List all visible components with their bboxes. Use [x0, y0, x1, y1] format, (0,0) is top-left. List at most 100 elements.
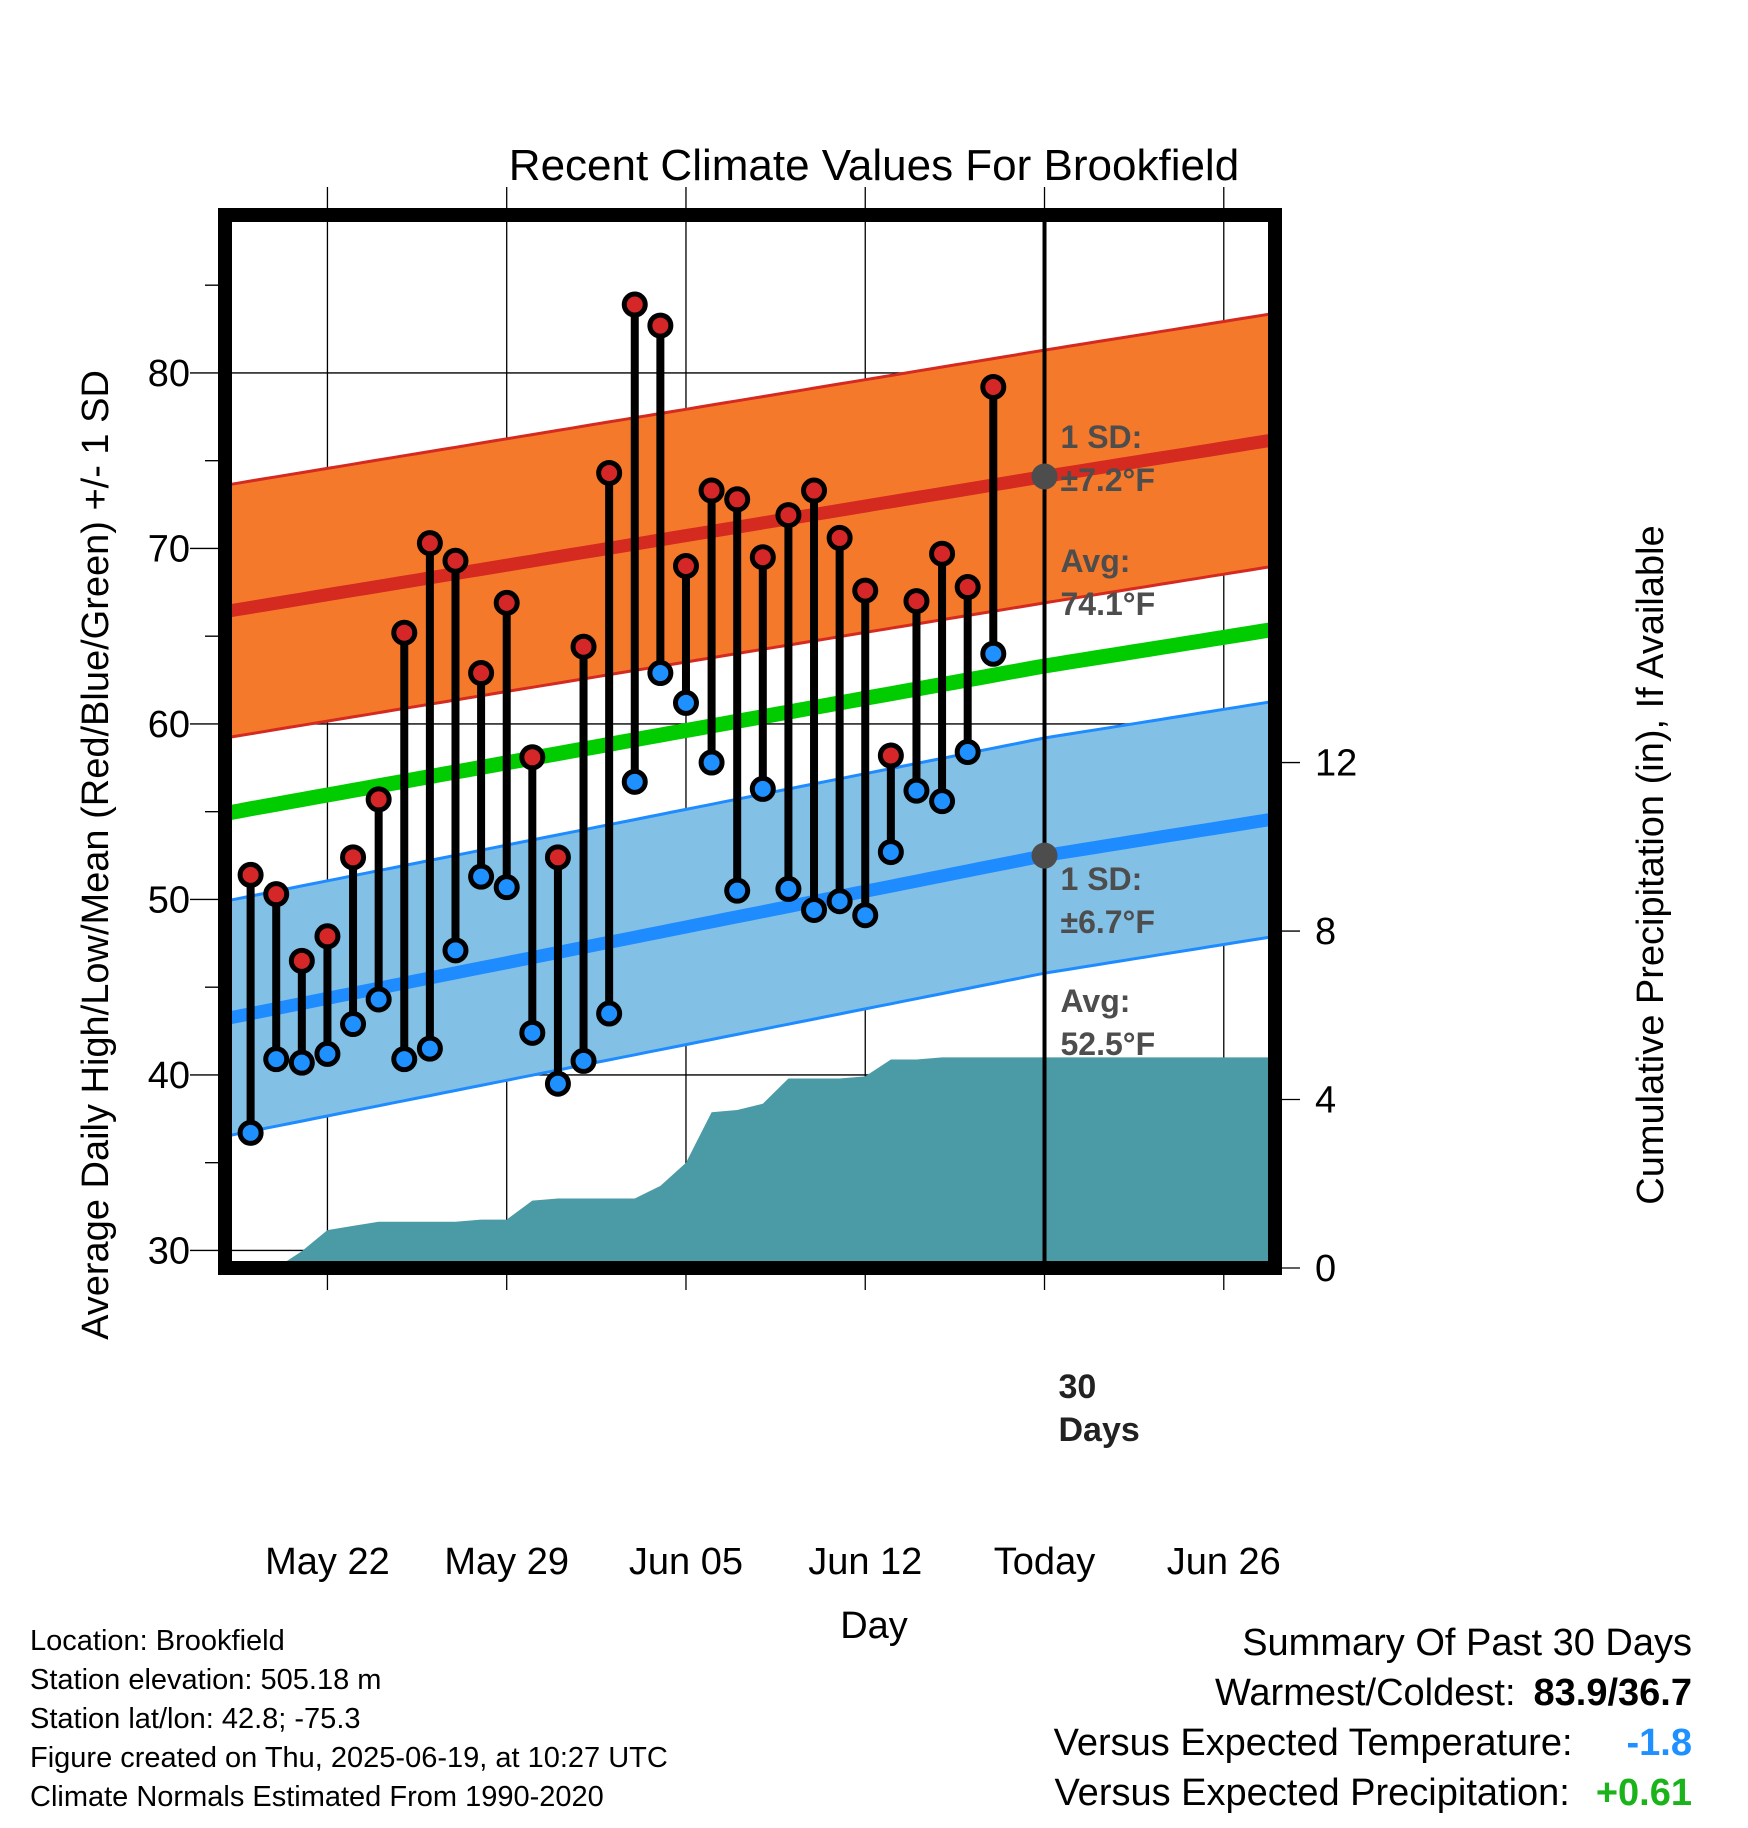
summary-precip-row: Versus Expected Precipitation: +0.61: [1054, 1768, 1692, 1818]
normal-lines: [223, 433, 1277, 1026]
low-point: [442, 937, 469, 964]
low-point: [775, 875, 802, 902]
summary-heading: Summary Of Past 30 Days: [1242, 1622, 1692, 1664]
low-point: [263, 1046, 290, 1073]
low-point: [980, 640, 1007, 667]
low-point: [877, 839, 904, 866]
low-point: [672, 689, 699, 716]
low-sd-label: 1 SD:: [1061, 861, 1143, 897]
low-point: [826, 888, 853, 915]
high-point: [980, 373, 1007, 400]
low-point: [416, 1035, 443, 1062]
low-point: [493, 874, 520, 901]
high-point: [493, 589, 520, 616]
axis-ticks: 30 40 50 60 70 80 0 4 8 12 May 22 May 29 Jun 05 Jun 1…: [148, 284, 1357, 1583]
high-avg-today-marker: [1031, 463, 1058, 490]
low-point: [621, 768, 648, 795]
high-point: [826, 524, 853, 551]
y2-axis-title: Cumulative Precipitation (in), If Availa…: [1630, 525, 1672, 1204]
x-tick-label: May 22: [265, 1541, 390, 1583]
low-point: [468, 863, 495, 890]
location-text: Location: Brookfield: [30, 1625, 285, 1657]
low-sd-value: ±6.7°F: [1061, 904, 1155, 940]
high-point: [365, 786, 392, 813]
low-point: [852, 902, 879, 929]
summary-warm-cold-row: Warmest/Coldest: 83.9/36.7: [1054, 1668, 1692, 1718]
normals-text: Climate Normals Estimated From 1990-2020: [30, 1781, 604, 1813]
low-avg-value: 52.5°F: [1061, 1026, 1156, 1062]
high-point: [263, 881, 290, 908]
high-point: [442, 547, 469, 574]
y-tick-label: 60: [148, 704, 190, 746]
high-point: [468, 660, 495, 687]
high-point: [647, 312, 674, 339]
precip-diff-value: +0.61: [1595, 1772, 1692, 1814]
low-band-upper-edge: [224, 699, 1276, 903]
low-point: [647, 660, 674, 687]
y2-tick-label: 12: [1315, 743, 1357, 785]
low-point: [237, 1119, 264, 1146]
low-point: [391, 1046, 418, 1073]
y-tick-label: 80: [148, 353, 190, 395]
plot-frame: [218, 208, 1282, 1275]
low-point: [596, 1000, 623, 1027]
low-point: [954, 739, 981, 766]
y-tick-label: 30: [148, 1230, 190, 1272]
precip-area: [276, 1057, 1275, 1268]
high-band-lower-edge: [224, 564, 1276, 740]
chart-title: Recent Climate Values For Brookfield: [509, 141, 1239, 190]
high-sd-label: 1 SD:: [1061, 419, 1143, 455]
y-tick-label: 70: [148, 528, 190, 570]
low-avg-line: [223, 812, 1277, 1026]
low-avg-today-marker: [1031, 842, 1058, 869]
precip-diff-label: Versus Expected Precipitation:: [1054, 1772, 1570, 1814]
high-sd-value: ±7.2°F: [1061, 462, 1155, 498]
mean-avg-line: [223, 621, 1277, 821]
high-point: [801, 477, 828, 504]
days-number: 30: [1059, 1368, 1097, 1406]
high-point: [698, 477, 725, 504]
y-tick-label: 40: [148, 1055, 190, 1097]
y-tick-label: 50: [148, 879, 190, 921]
high-avg-value: 74.1°F: [1061, 586, 1156, 622]
high-point: [416, 530, 443, 557]
high-point: [288, 947, 315, 974]
high-band-upper-edge: [224, 311, 1276, 487]
high-point: [852, 577, 879, 604]
created-text: Figure created on Thu, 2025-06-19, at 10…: [30, 1742, 668, 1774]
plot-border: [218, 208, 1282, 1275]
observations: [237, 291, 1007, 1146]
x-tick-label: Today: [994, 1541, 1095, 1583]
summary-panel: Summary Of Past 30 Days Warmest/Coldest:…: [1054, 1618, 1692, 1818]
y2-tick-label: 0: [1315, 1248, 1336, 1290]
warm-cold-label: Warmest/Coldest:: [1214, 1672, 1516, 1714]
days-word: Days: [1059, 1411, 1140, 1449]
low-point: [365, 986, 392, 1013]
high-point: [903, 588, 930, 615]
low-avg-label: Avg:: [1061, 983, 1131, 1019]
high-point: [544, 844, 571, 871]
high-point: [596, 459, 623, 486]
low-point: [801, 896, 828, 923]
high-point: [237, 861, 264, 888]
summary-temp-row: Versus Expected Temperature: -1.8: [1054, 1718, 1692, 1768]
temp-diff-label: Versus Expected Temperature:: [1053, 1722, 1573, 1764]
x-axis-title: Day: [840, 1605, 908, 1647]
low-point: [288, 1049, 315, 1076]
y2-tick-label: 8: [1315, 911, 1336, 953]
y2-tick-label: 4: [1315, 1080, 1336, 1122]
low-point: [544, 1070, 571, 1097]
high-point: [519, 744, 546, 771]
annotations: 1 SD: ±7.2°F Avg: 74.1°F 1 SD: ±6.7°F Avg: 52.5…: [1031, 419, 1156, 1449]
latlon-text: Station lat/lon: 42.8; -75.3: [30, 1703, 361, 1735]
station-info: Location: Brookfield Station elevation: …: [30, 1622, 668, 1817]
low-point: [724, 877, 751, 904]
high-point: [749, 544, 776, 571]
high-point: [314, 923, 341, 950]
low-point: [519, 1019, 546, 1046]
low-point: [698, 749, 725, 776]
x-tick-label: May 29: [444, 1541, 569, 1583]
high-avg-line: [223, 433, 1277, 619]
high-point: [391, 619, 418, 646]
